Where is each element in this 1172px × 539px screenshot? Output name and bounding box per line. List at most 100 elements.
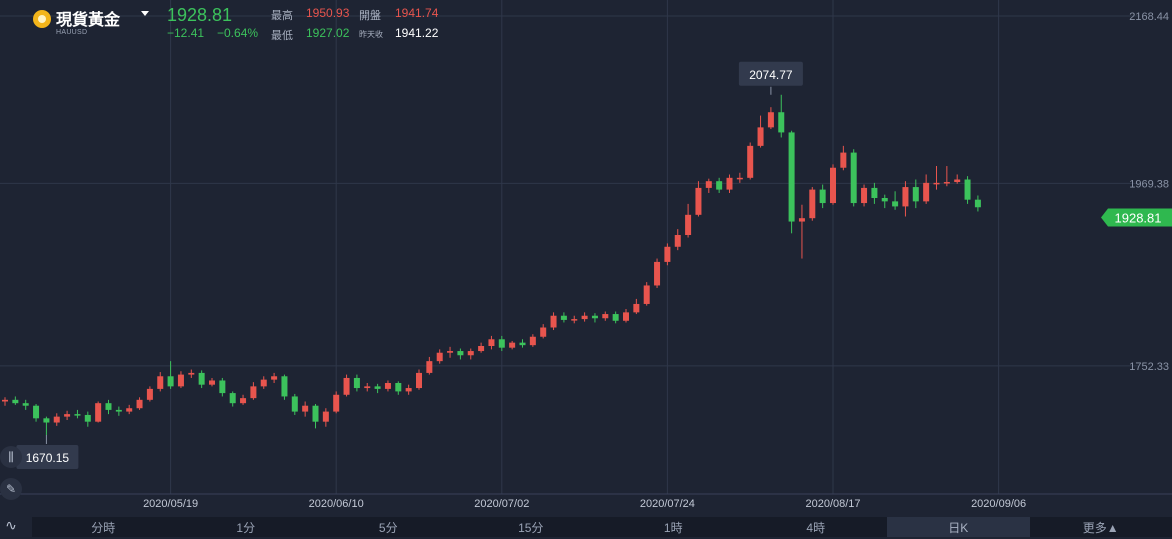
candle-body xyxy=(499,339,505,347)
candle-body xyxy=(789,132,795,221)
candle-body xyxy=(706,181,712,188)
high-label: 最高 xyxy=(271,7,293,23)
candle-body xyxy=(354,378,360,388)
candle-body xyxy=(509,343,515,348)
candle-body xyxy=(602,314,608,318)
candle-body xyxy=(613,314,619,321)
candle-body xyxy=(375,386,381,389)
candle-body xyxy=(623,312,629,320)
tab-daily[interactable]: 日K xyxy=(887,517,1030,537)
candle-body xyxy=(830,168,836,203)
candle-body xyxy=(157,376,163,389)
x-tick-label: 2020/05/19 xyxy=(143,498,198,510)
candle-body xyxy=(871,188,877,198)
tab-1h[interactable]: 1時 xyxy=(602,517,745,537)
candle-body xyxy=(147,389,153,400)
candle-body xyxy=(768,112,774,127)
candle-body xyxy=(923,183,929,201)
candle-body xyxy=(188,373,194,375)
candle-body xyxy=(344,378,350,395)
candle-body xyxy=(861,188,867,203)
candle-body xyxy=(168,376,174,386)
tab-1m[interactable]: 1分 xyxy=(175,517,318,537)
last-price: 1928.81 xyxy=(167,5,232,26)
candlestick-icon[interactable]: ⫼ xyxy=(0,446,22,468)
candle-body xyxy=(2,400,8,402)
candle-body xyxy=(178,375,184,387)
indicator-icon[interactable]: ∿ xyxy=(0,514,22,536)
candle-body xyxy=(106,403,112,410)
low-label: 最低 xyxy=(271,27,293,43)
quote-header: 現貨黃金 HAUUSD 1928.81 −12.41 −0.64% 最高 195… xyxy=(0,0,460,44)
candle-body xyxy=(23,403,29,406)
candle-body xyxy=(292,396,298,411)
instrument-title: 現貨黃金 xyxy=(56,6,120,30)
candle-body xyxy=(737,178,743,180)
candle-body xyxy=(633,304,639,312)
high-value: 1950.93 xyxy=(306,6,349,20)
candle-body xyxy=(468,351,474,355)
candle-body xyxy=(747,146,753,178)
candle-body xyxy=(592,316,598,319)
candle-body xyxy=(654,262,660,286)
candle-body xyxy=(85,415,91,422)
candle-body xyxy=(809,190,815,219)
candle-body xyxy=(116,410,122,412)
candle-body xyxy=(675,235,681,247)
pencil-icon[interactable]: ✎ xyxy=(0,478,22,500)
price-change-percent: −0.64% xyxy=(217,26,258,40)
candle-body xyxy=(799,218,805,221)
candle-body xyxy=(95,403,101,421)
candle-body xyxy=(727,178,733,190)
candle-body xyxy=(685,215,691,235)
y-tick-label: 2168.44 xyxy=(1129,11,1169,23)
candle-body xyxy=(364,386,370,388)
candle-body xyxy=(209,380,215,384)
candle-body xyxy=(934,183,940,185)
last-price-tag-label: 1928.81 xyxy=(1115,211,1162,226)
gold-logo-icon xyxy=(33,10,51,28)
tab-more[interactable]: 更多▲ xyxy=(1030,517,1172,537)
candle-body xyxy=(851,153,857,203)
candle-body xyxy=(74,414,80,416)
candle-body xyxy=(281,376,287,396)
candle-body xyxy=(488,339,494,346)
tab-minute-line[interactable]: 分時 xyxy=(32,517,175,537)
price-change: −12.41 xyxy=(167,26,204,40)
candle-body xyxy=(882,198,888,201)
x-tick-label: 2020/06/10 xyxy=(309,498,364,510)
candle-body xyxy=(126,408,132,411)
candle-body xyxy=(313,406,319,422)
candle-body xyxy=(230,393,236,403)
x-tick-label: 2020/09/06 xyxy=(971,498,1026,510)
open-label: 開盤 xyxy=(359,7,381,23)
candle-body xyxy=(333,395,339,412)
candle-body xyxy=(644,285,650,303)
chevron-down-icon[interactable] xyxy=(141,11,149,16)
candle-body xyxy=(323,412,329,422)
candle-body xyxy=(406,388,412,391)
candlestick-icon-glyph: ⫼ xyxy=(8,450,14,465)
open-value: 1941.74 xyxy=(395,6,438,20)
pencil-icon-glyph: ✎ xyxy=(6,482,16,496)
tab-15m[interactable]: 15分 xyxy=(460,517,603,537)
candle-body xyxy=(954,180,960,183)
candle-body xyxy=(426,361,432,373)
candle-body xyxy=(447,351,453,353)
instrument-symbol: HAUUSD xyxy=(56,29,87,36)
prev-close-value: 1941.22 xyxy=(395,26,438,40)
candle-body xyxy=(54,417,60,423)
candle-body xyxy=(561,316,567,320)
x-tick-label: 2020/07/24 xyxy=(640,498,695,510)
candle-body xyxy=(395,383,401,391)
tab-4h[interactable]: 4時 xyxy=(745,517,888,537)
candle-body xyxy=(250,386,256,398)
tab-5m[interactable]: 5分 xyxy=(317,517,460,537)
indicator-icon-glyph: ∿ xyxy=(5,517,17,533)
candle-body xyxy=(820,190,826,203)
candle-body xyxy=(778,112,784,132)
candle-body xyxy=(12,400,18,403)
candle-body xyxy=(137,400,143,408)
candle-body xyxy=(975,200,981,208)
